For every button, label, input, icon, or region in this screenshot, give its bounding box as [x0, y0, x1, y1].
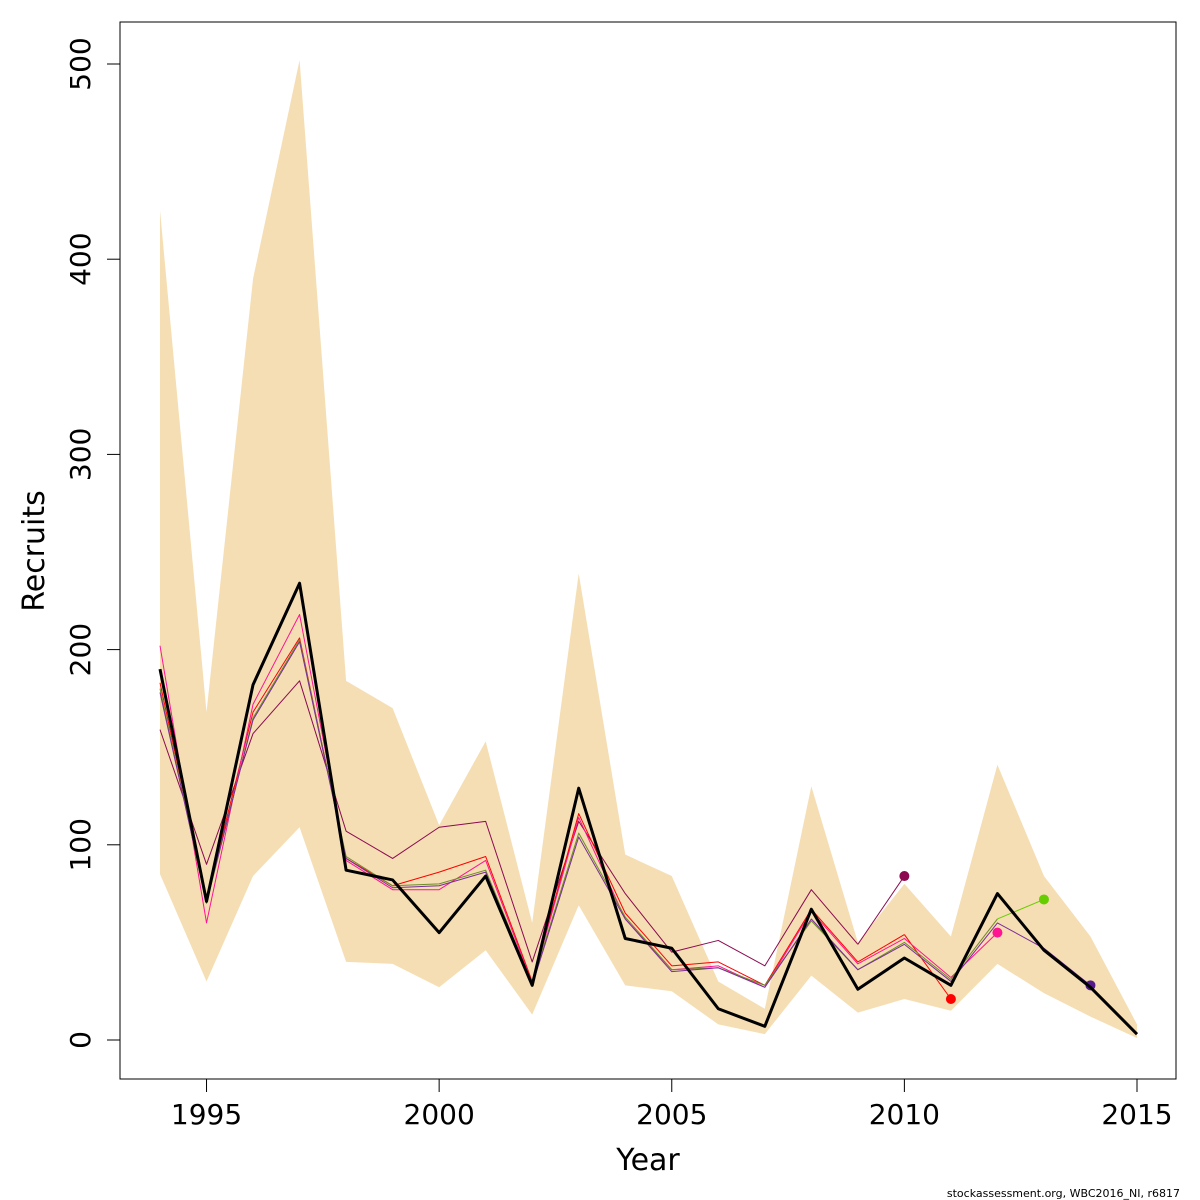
series-endpoint [992, 927, 1003, 938]
series-endpoint [899, 871, 910, 882]
y-tick-label: 500 [64, 37, 97, 90]
confidence-band [160, 60, 1137, 1039]
x-tick-label: 2015 [1101, 1098, 1172, 1131]
x-axis: 1995 2000 2005 2010 2015 [171, 1078, 1173, 1131]
y-tick-label: 200 [64, 623, 97, 676]
y-tick-label: 300 [64, 428, 97, 481]
series-endpoint [1038, 894, 1049, 905]
x-tick-label: 2000 [404, 1098, 475, 1131]
y-tick-label: 0 [64, 1031, 97, 1049]
series-layer [158, 581, 1139, 1036]
series-tail-segment [1043, 947, 1091, 986]
y-axis-title: Recruits [17, 490, 52, 612]
y-tick-label: 400 [64, 232, 97, 285]
series-1 [159, 680, 910, 967]
x-tick-label: 2010 [869, 1098, 940, 1131]
y-axis: 0 100 200 300 400 500 [64, 37, 121, 1049]
footer-note: stockassessment.org, WBC2016_NI, r6817 [947, 1187, 1180, 1200]
y-tick-label: 100 [64, 818, 97, 871]
series-tail-segment [857, 875, 905, 945]
x-axis-title: Year [615, 1143, 680, 1178]
x-tick-label: 1995 [171, 1098, 242, 1131]
series-tail-segment [997, 898, 1045, 920]
series-endpoint [945, 994, 956, 1005]
x-tick-label: 2005 [636, 1098, 707, 1131]
series-line [158, 581, 1139, 1036]
series-line [159, 680, 859, 967]
series-line [159, 641, 1045, 988]
series-0 [158, 581, 1139, 1036]
confidence-band-layer [160, 60, 1137, 1039]
